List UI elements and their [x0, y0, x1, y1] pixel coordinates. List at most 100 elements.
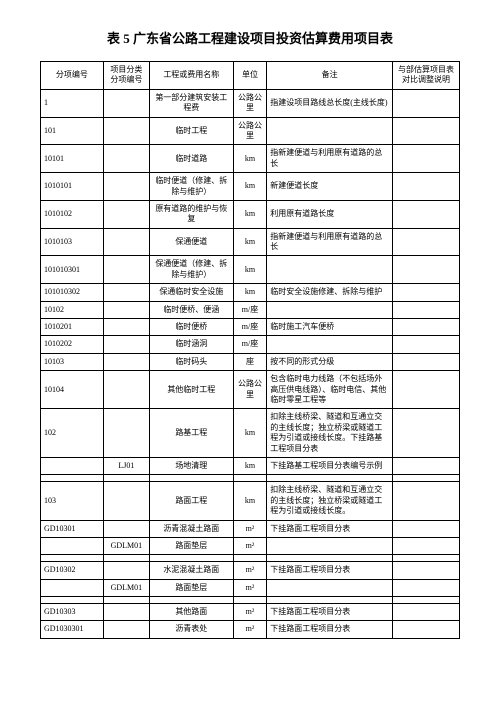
cell-c4: 座: [233, 353, 267, 370]
table-row: GD10303其他路面m²下挂路面工程项目分表: [41, 604, 460, 621]
table-row: 10104其他临时工程公路公里包含临时电力线路（不包括场外高压供电线路）、临时电…: [41, 371, 460, 409]
cell-c1: [41, 457, 104, 474]
cell-c6: [392, 256, 459, 284]
cell-c4: m²: [233, 520, 267, 537]
cell-c2: [103, 621, 149, 638]
table-row: 1第一部分建筑安装工程费公路公里指建设项目路线总长度(主线长度): [41, 89, 460, 117]
cell-c3: 临时便桥: [149, 319, 233, 336]
cell-c2: [103, 145, 149, 173]
cell-c1: 101010301: [41, 256, 104, 284]
table-row: 1010101临时便道（修建、拆除与维护）km新建便道长度: [41, 173, 460, 201]
table-row: GDLM01路面垫层m²: [41, 579, 460, 596]
cell-c3: 原有道路的维护与恢复: [149, 200, 233, 228]
cell-c2: [103, 520, 149, 537]
cell-c1: 1010201: [41, 319, 104, 336]
cell-c1: 10101: [41, 145, 104, 173]
cell-c3: 路面工程: [149, 482, 233, 520]
table-row: 102 路基工程km扣除主线桥梁、隧道和互通立交的主线长度；独立桥梁或隧道工程为引…: [41, 409, 460, 458]
cell-c1: 101010302: [41, 284, 104, 301]
cell-c3: 路基工程: [149, 409, 233, 458]
cell-c3: 沥青表处: [149, 621, 233, 638]
table-row: 101010302保通临时安全设施km临时安全设施修建、拆除与维护: [41, 284, 460, 301]
cell-c1: [41, 597, 104, 604]
cell-c4: km: [233, 284, 267, 301]
cell-c6: [392, 621, 459, 638]
header-col1: 分项编号: [41, 62, 104, 90]
cell-c6: [392, 89, 459, 117]
cost-table: 分项编号 项目分类 分项编号 工程或费用名称 单位 备注 与部估算项目表对比调整…: [40, 61, 460, 639]
cell-c6: [392, 200, 459, 228]
cell-c1: 1010101: [41, 173, 104, 201]
cell-c5: 按不同的形式分级: [267, 353, 393, 370]
cell-c3: 第一部分建筑安装工程费: [149, 89, 233, 117]
header-row: 分项编号 项目分类 分项编号 工程或费用名称 单位 备注 与部估算项目表对比调整…: [41, 62, 460, 90]
cell-c6: [392, 457, 459, 474]
cell-c3: [149, 597, 233, 604]
cell-c3: 水泥混凝土路面: [149, 562, 233, 579]
cell-c5: 指新建便道与利用原有道路的总长: [267, 145, 393, 173]
cell-c2: [103, 371, 149, 409]
cell-c6: [392, 482, 459, 520]
cell-c6: [392, 597, 459, 604]
cell-c2: [103, 555, 149, 562]
table-row: GD1030301沥青表处m²下挂路面工程项目分表: [41, 621, 460, 638]
cell-c5: [267, 555, 393, 562]
cell-c2: [103, 409, 149, 458]
cell-c2: [103, 482, 149, 520]
cell-c2: [103, 301, 149, 318]
cell-c6: [392, 520, 459, 537]
cell-c2: [103, 173, 149, 201]
cell-c2: [103, 353, 149, 370]
cell-c1: 1010103: [41, 228, 104, 256]
cell-c3: 场地清理: [149, 457, 233, 474]
cell-c5: [267, 537, 393, 554]
cell-c1: [41, 579, 104, 596]
cell-c6: [392, 562, 459, 579]
cell-c1: 102: [41, 409, 104, 458]
cell-c4: [233, 597, 267, 604]
cell-c1: GD10301: [41, 520, 104, 537]
cell-c4: [233, 475, 267, 482]
cell-c4: 公路公里: [233, 371, 267, 409]
cell-c5: [267, 336, 393, 353]
cell-c6: [392, 173, 459, 201]
cell-c6: [392, 336, 459, 353]
cell-c1: 10102: [41, 301, 104, 318]
cell-c6: [392, 555, 459, 562]
cell-c5: 下挂路面工程项目分表: [267, 520, 393, 537]
cell-c6: [392, 228, 459, 256]
cell-c5: [267, 256, 393, 284]
cell-c5: [267, 475, 393, 482]
cell-c6: [392, 145, 459, 173]
cell-c4: m/座: [233, 336, 267, 353]
cell-c2: LJ01: [103, 457, 149, 474]
cell-c4: km: [233, 409, 267, 458]
table-row: LJ01场地清理km下挂路基工程项目分表编号示例: [41, 457, 460, 474]
cell-c4: 公路公里: [233, 117, 267, 145]
cell-c4: m²: [233, 537, 267, 554]
cell-c4: m²: [233, 579, 267, 596]
cell-c4: [233, 555, 267, 562]
cell-c3: 路面垫层: [149, 537, 233, 554]
cell-c1: GD1030301: [41, 621, 104, 638]
cell-c2: [103, 336, 149, 353]
cell-c2: [103, 228, 149, 256]
cell-c5: 下挂路面工程项目分表: [267, 621, 393, 638]
cell-c5: 下挂路面工程项目分表: [267, 604, 393, 621]
cell-c5: 扣除主线桥梁、隧道和互通立交的主线长度；独立桥梁或隧道工程为引道或接线长度。下挂…: [267, 409, 393, 458]
cell-c1: GD10302: [41, 562, 104, 579]
cell-c6: [392, 284, 459, 301]
cell-c5: 扣除主线桥梁、隧道和互通立交的主线长度；独立桥梁或隧道工程为引道或接线长度。: [267, 482, 393, 520]
cell-c4: km: [233, 200, 267, 228]
cell-c3: [149, 555, 233, 562]
cell-c6: [392, 604, 459, 621]
cell-c6: [392, 537, 459, 554]
cell-c5: 指新建便道与利用原有道路的总长: [267, 228, 393, 256]
cell-c5: [267, 301, 393, 318]
cell-c4: km: [233, 482, 267, 520]
cell-c6: [392, 409, 459, 458]
cell-c2: [103, 604, 149, 621]
cell-c3: 临时便道（修建、拆除与维护）: [149, 173, 233, 201]
cell-c3: 路面垫层: [149, 579, 233, 596]
table-row: [41, 597, 460, 604]
